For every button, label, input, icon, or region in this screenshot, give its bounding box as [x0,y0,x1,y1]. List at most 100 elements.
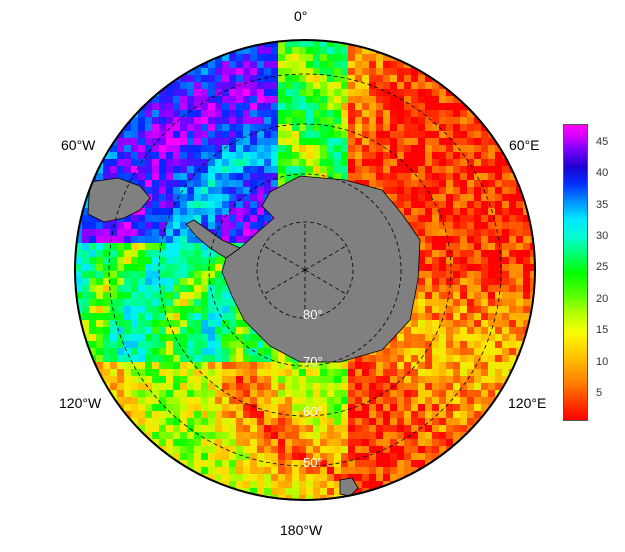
field-cell [229,208,237,216]
field-cell [194,425,202,433]
field-cell [257,110,265,118]
field-cell [187,341,195,349]
field-cell [166,110,174,118]
field-cell [327,425,335,433]
field-cell [460,215,468,223]
field-cell [411,159,419,167]
field-cell [306,383,314,391]
field-cell [439,173,447,181]
field-cell [152,236,160,244]
field-cell [264,439,272,447]
field-cell [467,173,475,181]
field-cell [425,229,433,237]
field-cell [180,166,188,174]
field-cell [320,418,328,426]
field-cell [271,432,279,440]
field-cell [103,229,111,237]
field-cell [145,278,153,286]
field-cell [187,243,195,251]
field-cell [82,236,90,244]
field-cell [495,313,503,321]
field-cell [362,117,370,125]
field-cell [222,208,230,216]
field-cell [488,348,496,356]
field-cell [320,131,328,139]
field-cell [131,117,139,125]
field-cell [446,327,454,335]
field-cell [243,145,251,153]
field-cell [187,110,195,118]
field-cell [362,138,370,146]
field-cell [208,348,216,356]
field-cell [208,299,216,307]
field-cell [306,418,314,426]
field-cell [117,348,125,356]
field-cell [418,285,426,293]
field-cell [187,474,195,482]
field-cell [180,418,188,426]
field-cell [292,75,300,83]
field-cell [187,138,195,146]
field-cell [411,82,419,90]
field-cell [173,313,181,321]
field-cell [355,159,363,167]
field-cell [96,341,104,349]
field-cell [145,432,153,440]
field-cell [404,215,412,223]
field-cell [446,166,454,174]
field-cell [187,355,195,363]
field-cell [376,481,384,489]
field-cell [460,369,468,377]
field-cell [397,152,405,160]
field-cell [229,236,237,244]
field-cell [222,418,230,426]
field-cell [236,425,244,433]
field-cell [348,446,356,454]
field-cell [397,460,405,468]
field-cell [334,383,342,391]
field-cell [138,138,146,146]
field-cell [243,397,251,405]
field-cell [348,54,356,62]
field-cell [320,152,328,160]
field-cell [383,369,391,377]
field-cell [180,460,188,468]
field-cell [390,103,398,111]
field-cell [341,425,349,433]
field-cell [180,397,188,405]
field-cell [369,439,377,447]
field-cell [418,96,426,104]
field-cell [306,467,314,475]
field-cell [474,285,482,293]
field-cell [397,124,405,132]
field-cell [236,96,244,104]
field-cell [278,390,286,398]
field-cell [194,285,202,293]
field-cell [159,103,167,111]
field-cell [138,180,146,188]
field-cell [131,404,139,412]
field-cell [131,124,139,132]
field-cell [82,355,90,363]
field-cell [257,152,265,160]
field-cell [453,96,461,104]
field-cell [516,243,524,251]
field-cell [481,376,489,384]
field-cell [460,292,468,300]
field-cell [390,453,398,461]
field-cell [110,306,118,314]
field-cell [383,131,391,139]
field-cell [495,159,503,167]
field-cell [194,257,202,265]
field-cell [502,180,510,188]
field-cell [159,236,167,244]
field-cell [439,236,447,244]
field-cell [173,432,181,440]
field-cell [488,376,496,384]
field-cell [229,418,237,426]
field-cell [453,173,461,181]
field-cell [138,418,146,426]
field-cell [166,194,174,202]
field-cell [376,439,384,447]
